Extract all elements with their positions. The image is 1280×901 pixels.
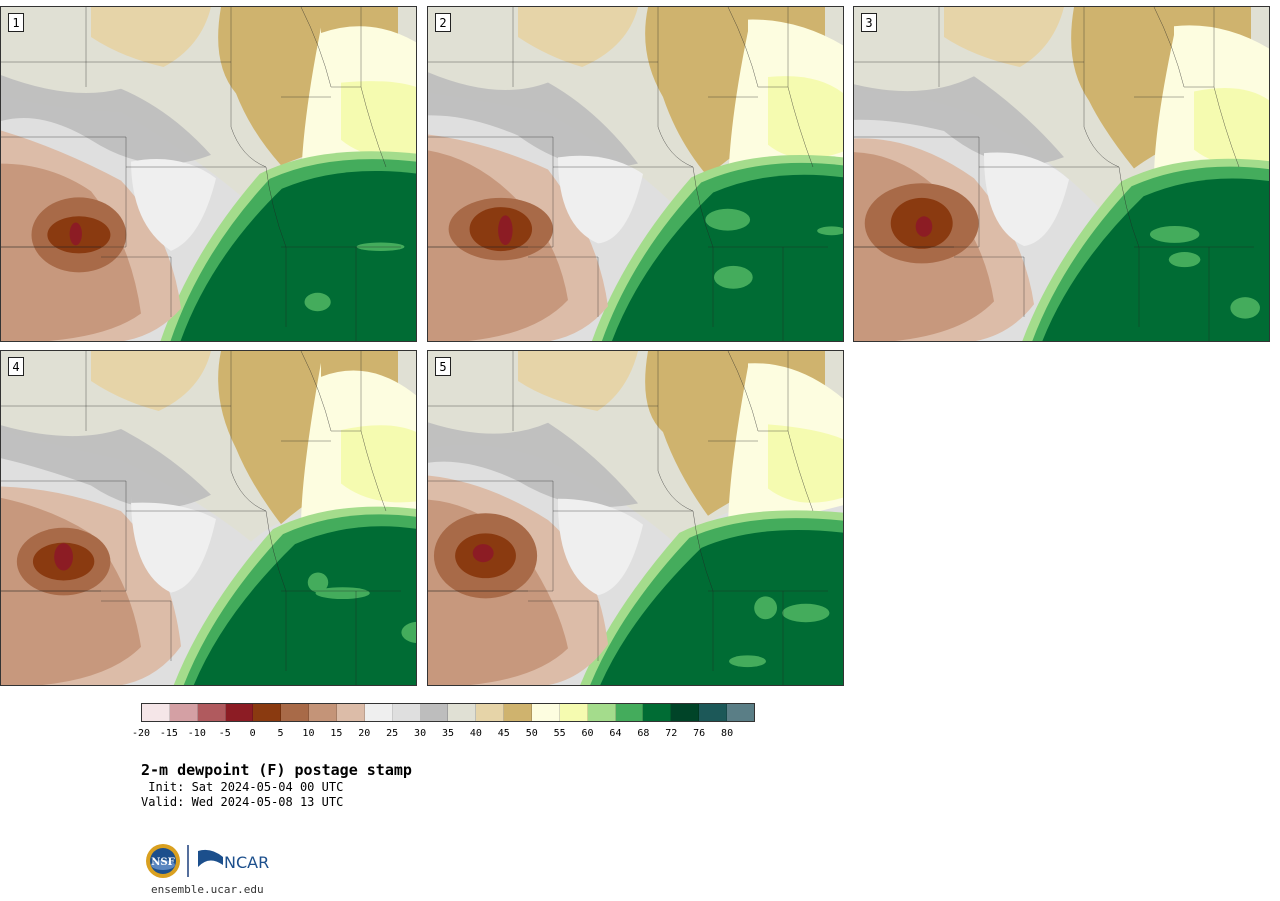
colorbar-tick-label: 80 [721,728,734,739]
colorbar-tick-label: 45 [497,728,510,739]
colorbar-tick-label: 5 [277,728,284,739]
colorbar-swatch [169,704,198,721]
colorbar-swatch [309,704,338,721]
colorbar-tick-label: -20 [131,728,151,739]
nsf-logo: NSF [146,844,180,878]
colorbar-tick-label: -10 [187,728,206,739]
map-panel-2: 2 [427,6,844,342]
colorbar-swatch [253,704,282,721]
colorbar-swatch [197,704,226,721]
colorbar-swatch [671,704,700,721]
chart-title: 2-m dewpoint (F) postage stamp [141,761,412,779]
map-panel-4: 4 [0,350,417,686]
colorbar [141,703,755,722]
colorbar-tick-label: 25 [386,728,399,739]
map-panel-1: 1 [0,6,417,342]
colorbar-tick-label: 30 [414,728,427,739]
init-time: Init: Sat 2024-05-04 00 UTC [141,780,344,794]
colorbar-swatch [225,704,254,721]
colorbar-tick-label: 76 [693,728,706,739]
panel-number-label: 1 [8,13,24,32]
colorbar-tick-label: -15 [159,728,178,739]
panel-number-label: 4 [8,357,24,376]
colorbar-tick-label: 35 [441,728,455,739]
colorbar-tick-label: 60 [581,728,594,739]
colorbar-swatch [615,704,644,721]
colorbar-swatch [392,704,421,721]
colorbar-swatch [281,704,310,721]
map-panel-3: 3 [853,6,1270,342]
colorbar-swatch [364,704,393,721]
colorbar-tick-label: 55 [553,728,566,739]
website-url: ensemble.ucar.edu [151,883,264,896]
colorbar-swatch [559,704,588,721]
map-panel-5: 5 [427,350,844,686]
colorbar-tick-label: 72 [665,728,678,739]
ncar-logo: NCAR [198,849,269,872]
colorbar-tick-label: -5 [218,728,231,739]
colorbar-swatch [643,704,672,721]
nsf-logo-text: NSF [151,857,174,868]
colorbar-tick-label: 0 [249,728,256,739]
logos: NSF NCAR [145,843,275,881]
colorbar-swatch [420,704,449,721]
panel-number-label: 3 [861,13,877,32]
colorbar-tick-label: 10 [302,728,315,739]
colorbar-tick-label: 64 [609,728,622,739]
colorbar-swatch [532,704,560,721]
colorbar-swatch [699,704,728,721]
ncar-logo-text: NCAR [224,853,269,872]
valid-time: Valid: Wed 2024-05-08 13 UTC [141,795,344,809]
colorbar-swatch [587,704,616,721]
colorbar-tick-label: 20 [358,728,371,739]
colorbar-tick-labels: -20 -15 -10 -5 0 5 10 15 20 25 30 35 40 45 50 55 60 64 68 7… [132,728,755,742]
panel-number-label: 2 [435,13,451,32]
colorbar-tick-label: 50 [525,728,538,739]
colorbar-tick-label: 15 [330,728,343,739]
colorbar-swatch [142,704,170,721]
panel-number-label: 5 [435,357,451,376]
colorbar-swatch [448,704,477,721]
colorbar-swatch [476,704,505,721]
colorbar-tick-label: 68 [637,728,650,739]
colorbar-tick-label: 40 [469,728,482,739]
colorbar-swatch [504,704,533,721]
colorbar-swatch [337,704,365,721]
colorbar-swatch [727,704,754,721]
